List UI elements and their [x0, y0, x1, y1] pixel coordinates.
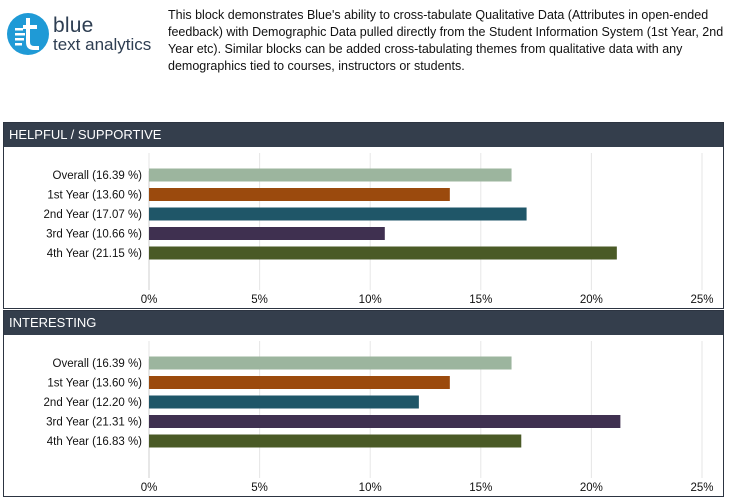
x-tick-label: 25% [690, 482, 713, 494]
panel-title: HELPFUL / SUPPORTIVE [4, 123, 723, 147]
logo-wordmark-line2: text analytics [53, 35, 152, 54]
block-description: This block demonstrates Blue's ability t… [168, 8, 724, 73]
x-tick-label: 20% [580, 482, 603, 494]
blue-logo: blue text analytics [6, 10, 156, 60]
bar [149, 168, 512, 182]
bar [149, 376, 450, 389]
logo-wordmark-line1: blue [53, 14, 94, 37]
blue-logo-icon [7, 13, 49, 55]
category-label: Overall (16.39 %) [53, 358, 143, 370]
bar-chart-helpful-supportive: Overall (16.39 %) 1st Year (13.60 %) 2nd Y… [44, 153, 714, 306]
bar [149, 188, 450, 201]
chart-panel-interesting: INTERESTING Overall (16.39 %) 1st Year (1… [3, 310, 724, 497]
bar [149, 434, 522, 448]
category-label: 3rd Year (10.66 %) [46, 229, 142, 241]
x-tick-label: 0% [141, 482, 158, 494]
bar [149, 207, 527, 221]
bar [149, 415, 621, 428]
x-tick-label: 15% [469, 482, 492, 494]
category-label: 4th Year (21.15 %) [47, 248, 142, 260]
x-tick-label: 20% [580, 294, 603, 306]
x-tick-label: 10% [359, 482, 382, 494]
category-label: 2nd Year (17.07 %) [44, 209, 143, 221]
category-label: 4th Year (16.83 %) [47, 436, 142, 448]
bar [149, 395, 419, 409]
x-tick-label: 5% [251, 294, 268, 306]
chart-panel-helpful-supportive: HELPFUL / SUPPORTIVE Overall (16.39 %) 1s… [3, 122, 724, 309]
bar [149, 246, 617, 260]
x-tick-label: 15% [469, 294, 492, 306]
category-label: Overall (16.39 %) [53, 170, 143, 182]
bar-chart-interesting: Overall (16.39 %) 1st Year (13.60 %) 2nd Y… [44, 341, 714, 494]
category-label: 2nd Year (12.20 %) [44, 397, 143, 409]
bar [149, 227, 385, 240]
x-tick-label: 25% [690, 294, 713, 306]
category-label: 3rd Year (21.31 %) [46, 417, 142, 429]
category-label: 1st Year (13.60 %) [47, 378, 142, 390]
panel-title: INTERESTING [4, 311, 723, 335]
x-tick-label: 5% [251, 482, 268, 494]
bar [149, 356, 512, 370]
category-label: 1st Year (13.60 %) [47, 190, 142, 202]
x-tick-label: 10% [359, 294, 382, 306]
x-tick-label: 0% [141, 294, 158, 306]
